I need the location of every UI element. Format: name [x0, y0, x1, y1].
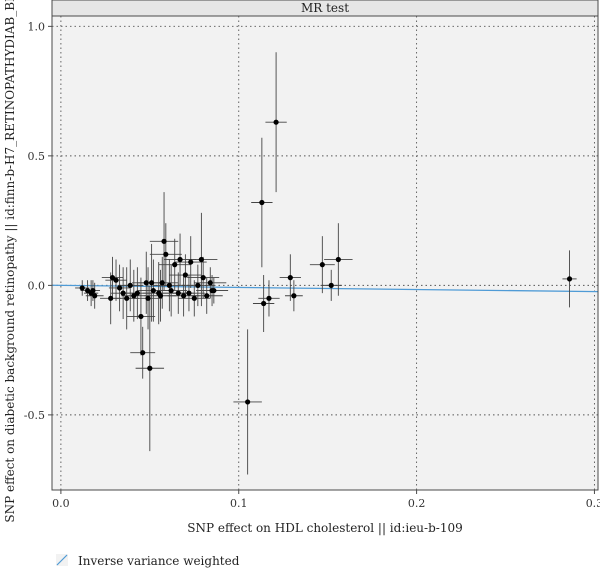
snp-point	[328, 282, 334, 288]
snp-point	[566, 276, 573, 282]
snp-point	[261, 300, 267, 307]
snp-point	[113, 277, 119, 283]
snp-point	[157, 293, 164, 299]
snp-point	[159, 280, 165, 286]
snp-point	[200, 275, 206, 281]
snp-point	[150, 287, 156, 294]
snp-point	[172, 262, 178, 268]
snp-point	[147, 365, 153, 371]
snp-point	[127, 282, 133, 288]
y-tick-label: 1.0	[28, 20, 46, 33]
snp-point	[79, 285, 85, 291]
x-tick-label: 0.2	[408, 497, 426, 510]
snp-point	[245, 399, 251, 405]
snp-point	[108, 295, 114, 301]
legend-line-icon	[56, 554, 68, 566]
chart-title: MR test	[301, 1, 349, 15]
y-axis-ticks: -0.5 0.0 0.5 1.0	[24, 20, 52, 422]
snp-point	[207, 280, 213, 286]
snp-point	[204, 293, 210, 299]
snp-point	[168, 287, 174, 294]
snp-point	[186, 290, 192, 296]
snp-point	[182, 272, 188, 278]
grid-lines	[52, 16, 598, 490]
y-tick-label: -0.5	[24, 409, 45, 422]
snp-point	[291, 293, 297, 299]
snp-point	[195, 282, 201, 288]
snp-point	[140, 350, 146, 356]
snp-point	[198, 256, 204, 263]
snp-point	[92, 293, 98, 299]
x-tick-label: 0.0	[52, 497, 70, 510]
legend-label: Inverse variance weighted	[78, 554, 240, 568]
snp-point	[120, 290, 126, 296]
snp-point	[211, 287, 217, 294]
snp-point	[259, 199, 265, 206]
snp-point	[287, 275, 293, 281]
snp-point	[181, 293, 187, 299]
plot-panel	[51, 15, 599, 491]
snp-point	[161, 238, 167, 244]
x-axis-label: SNP effect on HDL cholesterol || id:ieu-…	[187, 521, 462, 535]
x-tick-label: 0.1	[230, 497, 248, 510]
snp-point	[273, 119, 279, 125]
snp-point	[148, 280, 155, 286]
snp-point	[163, 251, 169, 257]
snp-point	[191, 295, 197, 301]
plot-border	[51, 15, 599, 491]
snp-point	[175, 290, 181, 296]
snp-point	[177, 256, 183, 263]
legend: Inverse variance weighted	[56, 554, 240, 568]
snp-point	[134, 290, 140, 296]
snp-point	[124, 295, 130, 301]
data-points	[79, 119, 573, 405]
ivw-fit-line	[51, 284, 599, 293]
snp-point	[335, 256, 341, 263]
regression-lines	[51, 284, 599, 293]
x-axis-ticks: 0.0 0.1 0.2 0.3	[52, 490, 600, 510]
y-tick-label: 0.5	[28, 150, 46, 163]
snp-point	[143, 280, 149, 286]
snp-point	[145, 295, 151, 301]
snp-point	[116, 285, 123, 291]
y-axis-label: SNP effect on diabetic background retino…	[3, 0, 17, 523]
y-tick-label: 0.0	[28, 279, 46, 292]
snp-point	[138, 313, 144, 320]
snp-point	[266, 295, 272, 301]
snp-point	[166, 282, 172, 288]
snp-point	[188, 259, 194, 265]
snp-point	[90, 287, 96, 294]
snp-point	[319, 262, 325, 268]
x-tick-label: 0.3	[586, 497, 600, 510]
